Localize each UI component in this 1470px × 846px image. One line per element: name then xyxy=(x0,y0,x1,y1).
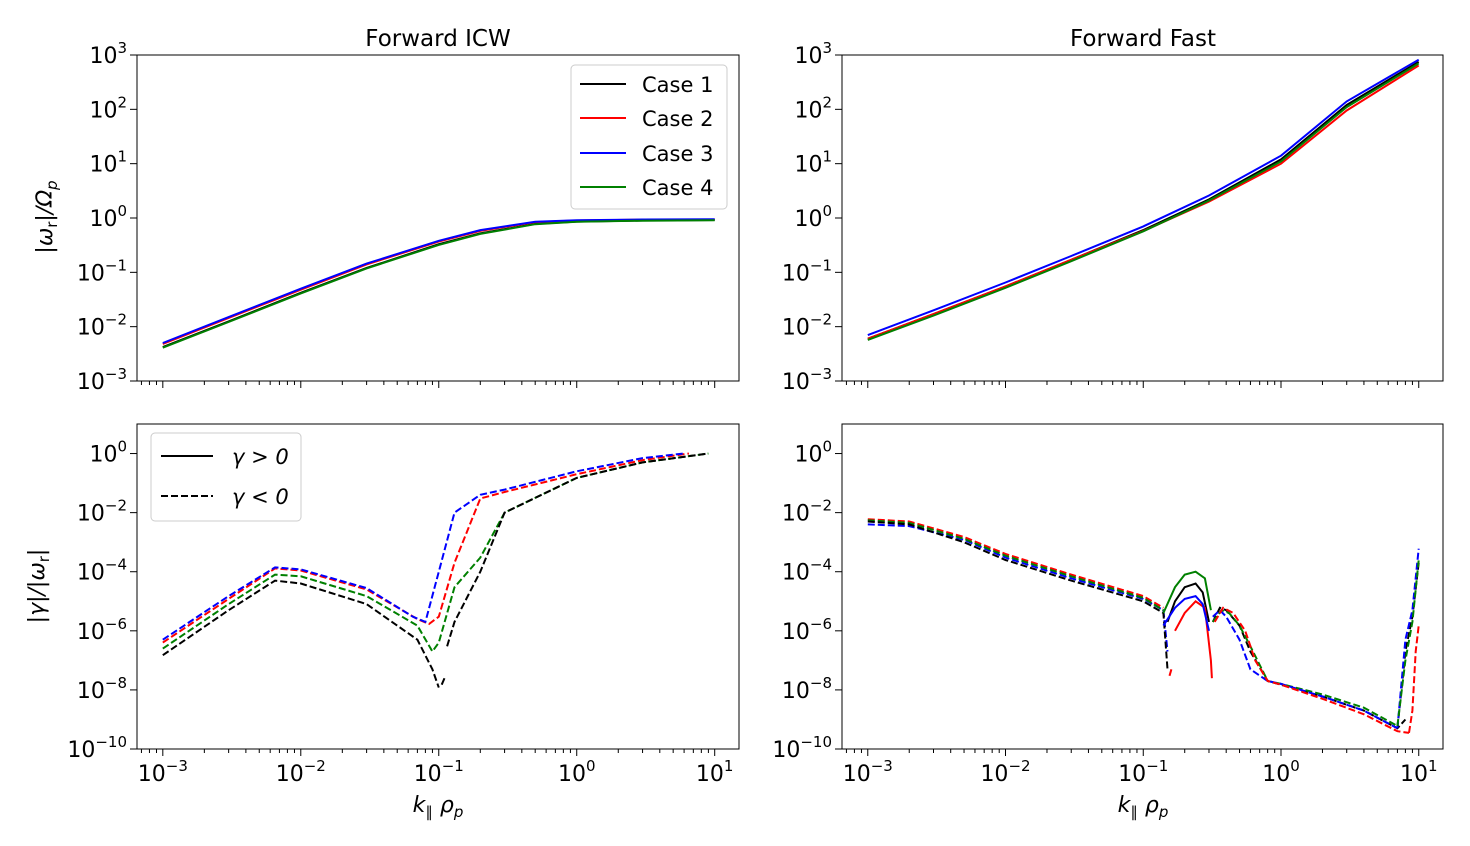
series-group xyxy=(162,218,715,349)
legend-label-gamma-negative: γ < 0 xyxy=(232,485,289,509)
x-tick-label: 10−2 xyxy=(980,757,1030,787)
ylabel-bottom: |γ|/|ωr| xyxy=(25,549,53,624)
y-tick-label: 10−2 xyxy=(77,497,127,527)
x-tick-label: 101 xyxy=(696,757,734,787)
series-case-1-dashed xyxy=(1396,562,1420,729)
series-case-3-solid xyxy=(867,58,1420,337)
series-case-3-solid xyxy=(162,218,715,344)
legend-growth-sign: γ > 0 γ < 0 xyxy=(150,432,302,522)
y-tick-label: 10−6 xyxy=(782,615,832,645)
ylabel-top: |ωr|/Ωp xyxy=(33,180,61,253)
y-tick-label: 10−2 xyxy=(782,311,832,341)
xlabel-right: k∥ ρp xyxy=(1118,793,1169,821)
y-tick-label: 103 xyxy=(794,39,832,69)
series-group xyxy=(867,518,1420,734)
y-tick-label: 10−1 xyxy=(77,256,127,286)
series-case-1-dashed xyxy=(162,579,440,688)
axes-frame xyxy=(136,423,740,750)
y-tick-label: 10−6 xyxy=(77,615,127,645)
panel-bottom-left: 10−3 10−2 10−1 100 101 10−10 10−8 10−6 10−4 10−2 1… xyxy=(67,423,740,787)
x-tick-label: 100 xyxy=(1262,757,1300,787)
legend-label-case3: Case 3 xyxy=(642,142,713,166)
y-tick-label: 101 xyxy=(794,148,832,178)
series-case-2-dashed xyxy=(1213,606,1410,734)
x-tick-label: 10−1 xyxy=(1118,757,1168,787)
series-case-4-solid xyxy=(1162,570,1212,614)
title-forward-fast: Forward Fast xyxy=(1070,26,1216,52)
series-case-2-solid xyxy=(162,218,715,345)
x-tick-label: 10−1 xyxy=(414,757,464,787)
y-tick-label: 100 xyxy=(89,202,127,232)
series-group xyxy=(162,452,709,688)
series-case-2-solid xyxy=(1174,599,1213,679)
series-case-1-solid xyxy=(1166,582,1210,623)
series-case-2-dashed xyxy=(162,452,690,644)
series-case-4-dashed xyxy=(1396,559,1420,727)
series-case-3-dashed xyxy=(867,523,1169,652)
y-tick-label: 100 xyxy=(794,202,832,232)
y-tick-label: 10−2 xyxy=(77,311,127,341)
panel-top-left: 10−3 10−2 10−1 100 101 102 103 xyxy=(77,39,740,395)
x-tick-label: 10−2 xyxy=(276,757,326,787)
y-tick-label: 103 xyxy=(89,39,127,69)
y-tick-label: 10−2 xyxy=(782,497,832,527)
y-tick-label: 10−4 xyxy=(77,556,127,586)
y-tick-label: 10−10 xyxy=(772,733,832,763)
series-case-1-solid xyxy=(162,219,715,349)
y-tick-label: 102 xyxy=(794,93,832,123)
series-case-2-dashed xyxy=(867,518,1164,609)
series-case-2-dashed xyxy=(1408,625,1420,734)
x-tick-label: 100 xyxy=(558,757,596,787)
series-case-2-dashed xyxy=(1168,669,1173,677)
axes-frame xyxy=(841,423,1444,750)
series-case-4-dashed xyxy=(1211,609,1398,727)
panel-bottom-right: 10−3 10−2 10−1 100 101 10−10 10−8 10−6 10−4 10−2 1… xyxy=(772,423,1444,787)
series-case-3-dashed xyxy=(1212,608,1398,730)
y-tick-label: 10−8 xyxy=(782,674,832,704)
y-tick-label: 100 xyxy=(89,438,127,468)
legend-label-case4: Case 4 xyxy=(642,176,713,200)
x-tick-label: 10−3 xyxy=(843,757,893,787)
x-tick-label: 101 xyxy=(1400,757,1438,787)
y-tick-label: 101 xyxy=(89,148,127,178)
series-case-3-solid xyxy=(1162,594,1210,632)
series-case-1-dashed xyxy=(446,452,709,647)
series-case-1-dashed xyxy=(440,677,446,686)
legend-frame xyxy=(570,64,728,210)
series-case-3-dashed xyxy=(162,452,685,641)
series-case-1-solid xyxy=(867,60,1420,340)
series-case-2-solid xyxy=(867,64,1420,340)
y-tick-label: 10−3 xyxy=(77,365,127,395)
y-tick-label: 10−8 xyxy=(77,674,127,704)
legend-label-case1: Case 1 xyxy=(642,73,713,97)
series-case-4-dashed xyxy=(867,519,1164,612)
xlabel-left: k∥ ρp xyxy=(413,793,464,821)
panel-top-right: 10−3 10−2 10−1 100 101 102 103 xyxy=(782,39,1444,395)
series-case-4-solid xyxy=(162,219,715,349)
series-case-3-dashed xyxy=(1396,548,1420,729)
title-forward-icw: Forward ICW xyxy=(365,26,510,52)
y-tick-label: 100 xyxy=(794,438,832,468)
legend-cases: Case 1 Case 2 Case 3 Case 4 xyxy=(570,64,728,210)
y-tick-label: 10−4 xyxy=(782,556,832,586)
y-tick-label: 10−3 xyxy=(782,365,832,395)
y-tick-label: 10−1 xyxy=(782,256,832,286)
legend-label-gamma-positive: γ > 0 xyxy=(232,445,289,469)
series-case-1-dashed xyxy=(867,520,1169,670)
x-tick-label: 10−3 xyxy=(138,757,188,787)
series-case-4-solid xyxy=(867,62,1420,341)
legend-label-case2: Case 2 xyxy=(642,107,713,131)
y-tick-label: 102 xyxy=(89,93,127,123)
series-group xyxy=(867,58,1420,341)
y-tick-label: 10−10 xyxy=(67,733,127,763)
